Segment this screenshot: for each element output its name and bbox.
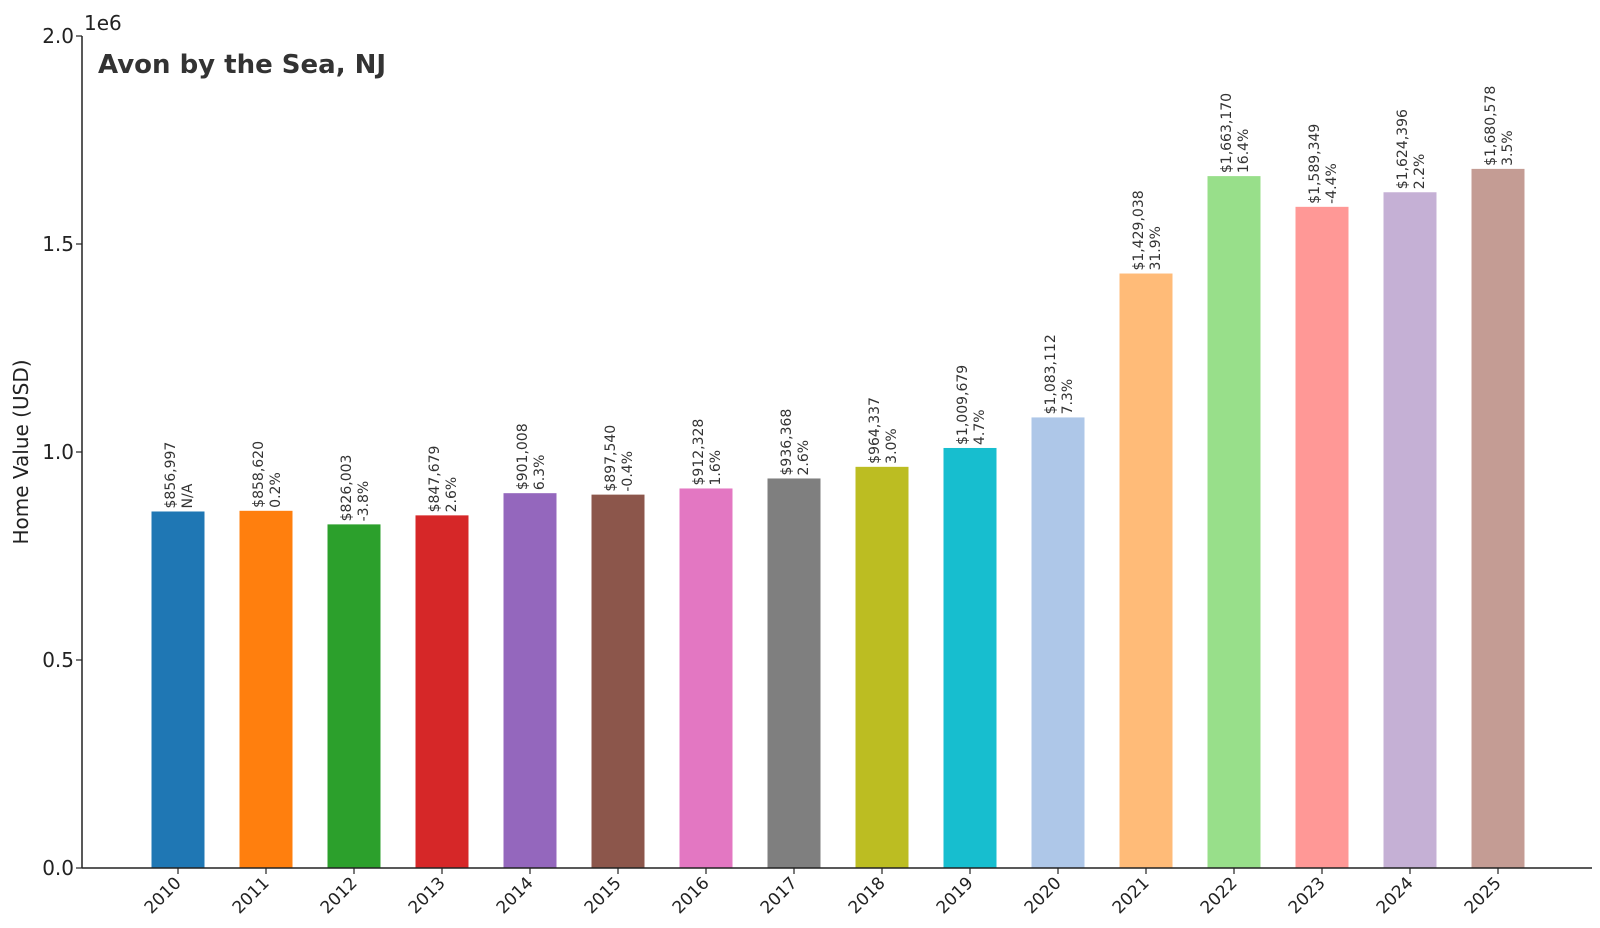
value-label-2019: $1,009,679 [955,365,971,445]
x-tick-label-2013: 2013 [405,873,450,918]
change-label-2015: -0.4% [620,451,636,492]
x-tick-label-2021: 2021 [1109,873,1154,918]
x-tick-label-2018: 2018 [845,873,890,918]
x-tick-label-2024: 2024 [1373,873,1418,918]
change-label-2012: -3.8% [356,481,372,522]
value-label-2021: $1,429,038 [1131,190,1147,270]
y-tick-label-0.0: 0.0 [42,856,74,880]
bar-2022 [1207,176,1261,868]
change-label-2022: 16.4% [1236,129,1252,173]
x-tick-label-2011: 2011 [229,873,274,918]
change-label-2023: -4.4% [1324,163,1340,204]
change-label-2016: 1.6% [708,450,724,486]
change-label-2024: 2.2% [1412,154,1428,190]
y-offset-label: 1e6 [84,11,122,35]
value-label-2010: $856,997 [163,442,179,509]
x-tick-label-2025: 2025 [1461,873,1506,918]
value-label-2017: $936,368 [779,409,795,476]
x-tick-label-2019: 2019 [933,873,978,918]
bar-2017 [767,478,821,868]
bar-2024 [1383,192,1437,868]
change-label-2017: 2.6% [796,440,812,476]
bar-2010 [151,511,205,868]
bar-2013 [415,515,469,868]
bar-2011 [239,510,293,868]
bar-2023 [1295,206,1349,868]
change-label-2021: 31.9% [1148,226,1164,270]
x-tick-label-2016: 2016 [669,873,714,918]
x-tick-label-2014: 2014 [493,873,538,918]
change-label-2013: 2.6% [444,477,460,513]
value-label-2013: $847,679 [427,446,443,513]
x-tick-label-2022: 2022 [1197,873,1242,918]
data-labels-layer: $856,997 N/A $858,620 0.2% $826,003 -3.8% $847… [163,86,1516,522]
y-axis-title: Home Value (USD) [9,359,33,544]
x-tick-label-2020: 2020 [1021,873,1066,918]
change-label-2020: 7.3% [1060,379,1076,415]
y-tick-label-1.5: 1.5 [42,232,74,256]
y-ticks: 0.0 0.5 1.0 1.5 2.0 [42,24,82,880]
x-tick-label-2010: 2010 [141,873,186,918]
chart-title: Avon by the Sea, NJ [98,50,386,80]
x-ticks: 2010 2011 2012 2013 2014 2015 2016 2017 2018 2019… [141,868,1506,918]
value-label-2020: $1,083,112 [1043,334,1059,414]
value-label-2014: $901,008 [515,423,531,490]
bar-2019 [943,447,997,868]
value-label-2015: $897,540 [603,425,619,492]
change-label-2014: 6.3% [532,455,548,491]
value-label-2012: $826,003 [339,455,355,522]
change-label-2025: 3.5% [1500,130,1516,166]
change-label-2018: 3.0% [884,428,900,464]
change-label-2019: 4.7% [972,409,988,445]
x-tick-label-2017: 2017 [757,873,802,918]
x-tick-label-2012: 2012 [317,873,362,918]
value-label-2022: $1,663,170 [1219,93,1235,173]
bar-2021 [1119,273,1173,868]
bar-2015 [591,494,645,868]
value-label-2024: $1,624,396 [1395,109,1411,189]
bar-2016 [679,488,733,868]
bars-layer [151,168,1525,869]
x-tick-label-2023: 2023 [1285,873,1330,918]
bar-2018 [855,466,909,868]
bar-2020 [1031,417,1085,868]
bar-2025 [1471,168,1525,869]
value-label-2011: $858,620 [251,441,267,508]
x-tick-label-2015: 2015 [581,873,626,918]
y-tick-label-1.0: 1.0 [42,440,74,464]
value-label-2025: $1,680,578 [1483,86,1499,166]
bar-2014 [503,493,557,868]
change-label-2011: 0.2% [268,472,284,508]
y-tick-label-2.0: 2.0 [42,24,74,48]
change-label-2010: N/A [180,483,196,508]
value-label-2023: $1,589,349 [1307,124,1323,204]
value-label-2018: $964,337 [867,397,883,464]
bar-2012 [327,524,381,868]
y-tick-label-0.5: 0.5 [42,648,74,672]
value-label-2016: $912,328 [691,419,707,486]
